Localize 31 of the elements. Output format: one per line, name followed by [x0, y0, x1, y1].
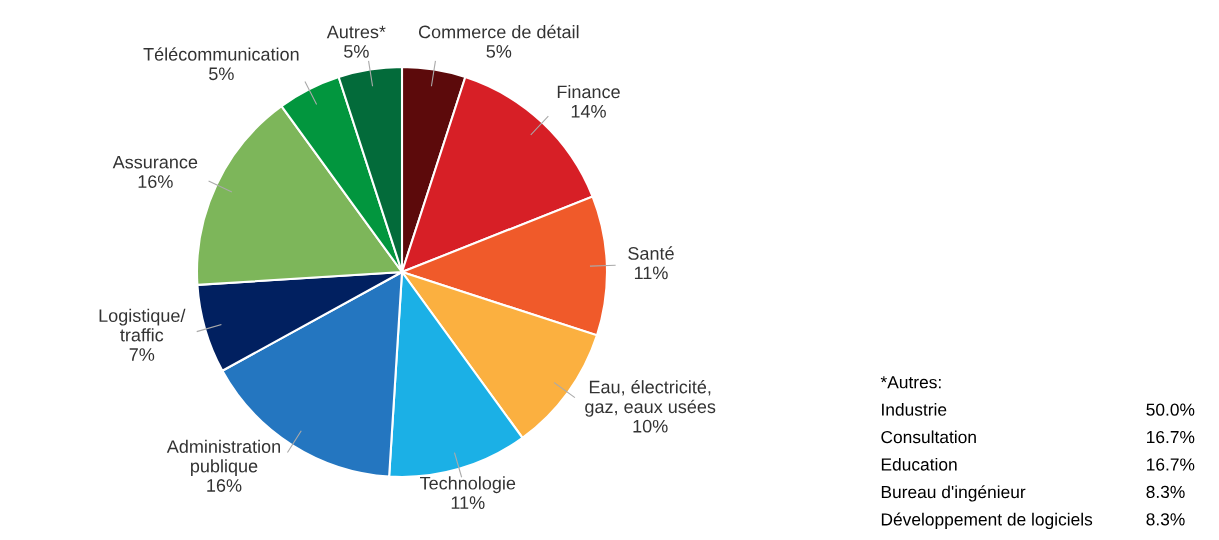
slice-label: Finance	[557, 84, 620, 99]
slice-label: Télécommunication	[143, 47, 299, 61]
text: 8.3%	[1146, 485, 1185, 499]
category-label: Consultation	[881, 430, 976, 444]
data-label: 16%	[138, 175, 173, 188]
text: *Autres:	[880, 376, 941, 389]
category-label: Industrie	[882, 403, 947, 416]
text: 8.3%	[1146, 513, 1185, 526]
category-label: Education	[881, 457, 957, 471]
data-label: 10%	[633, 419, 668, 433]
slice-label: Santé	[628, 246, 674, 260]
category-label: Bureau d'ingénieur	[881, 485, 1026, 502]
category-label: Développement de logiciels	[881, 512, 1093, 529]
text: 16.7%	[1147, 430, 1195, 444]
data-label: 7%	[129, 348, 155, 361]
text: 16.7%	[1147, 458, 1195, 471]
text: 50.0%	[1146, 403, 1195, 416]
slice-label: Administration publique	[166, 439, 280, 476]
data-label: 14%	[571, 105, 606, 118]
slice-label: Commerce de détail	[418, 24, 579, 39]
data-label: 5%	[344, 45, 369, 58]
data-label: 16%	[207, 479, 242, 492]
slice-label: Assurance	[112, 155, 198, 169]
slice-label: Autres*	[326, 25, 386, 39]
slice-label: Technologie	[420, 476, 516, 494]
slice-label: Logistique/ traffic	[99, 308, 186, 342]
slice-label: Eau, électricité, gaz, eaux usées	[585, 379, 716, 417]
data-label: 5%	[486, 45, 512, 58]
data-label: 11%	[451, 496, 485, 509]
data-label: 11%	[634, 266, 668, 280]
data-label: 5%	[209, 67, 234, 81]
